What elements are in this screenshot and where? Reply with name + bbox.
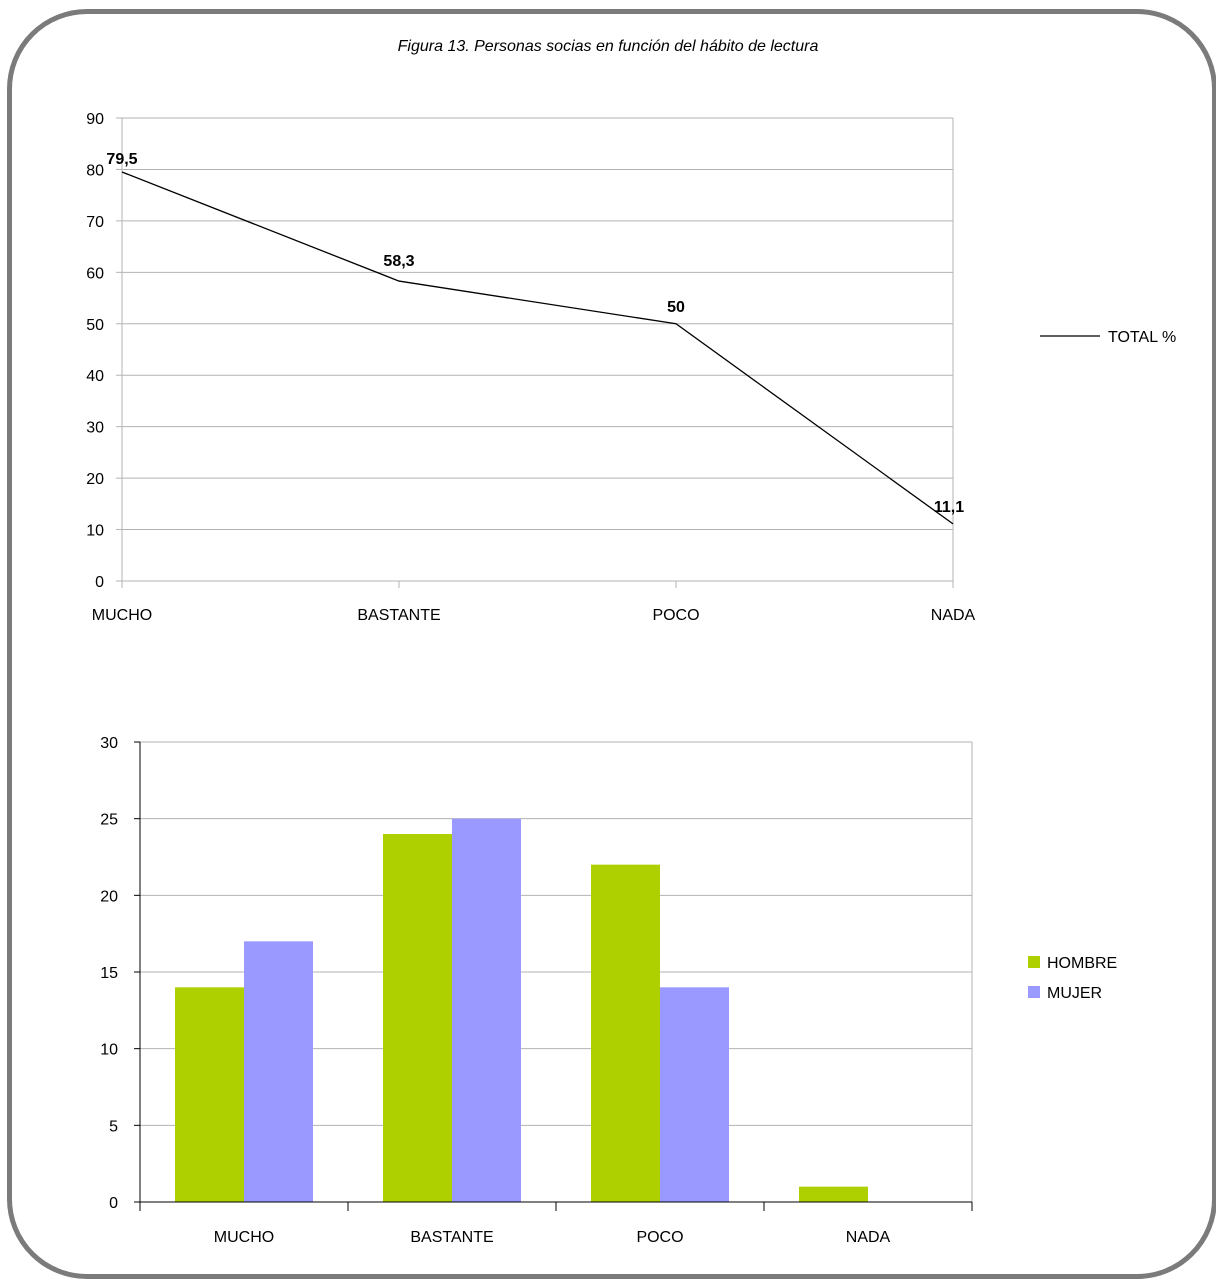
line-chart: 0 10 20 30 40 50 60 70 80 90 MUCHO BASTANTE POCO NADA…	[86, 111, 1176, 624]
data-label: 11,1	[934, 499, 964, 516]
y-tick-label: 60	[86, 265, 104, 282]
y-tick-label: 10	[86, 523, 104, 540]
y-tick-label: 20	[86, 471, 104, 488]
x-tick-label: BASTANTE	[357, 607, 440, 624]
y-tick-label: 0	[95, 574, 104, 591]
data-label: 79,5	[106, 151, 137, 168]
x-tick-label: MUCHO	[92, 607, 152, 624]
y-tick-label: 80	[86, 162, 104, 179]
y-tick-label: 70	[86, 214, 104, 231]
series-line-total	[121, 171, 954, 525]
y-tick-label: 50	[86, 317, 104, 334]
y-tick-label: 30	[86, 420, 104, 437]
data-label: 50	[667, 299, 685, 316]
data-label: 58,3	[383, 253, 414, 270]
y-tick-label: 90	[86, 111, 104, 128]
y-tick-label: 40	[86, 368, 104, 385]
x-tick-label: NADA	[931, 607, 976, 624]
legend-label-total: TOTAL %	[1108, 329, 1176, 346]
figure-title: Figura 13. Personas socias en función de…	[397, 38, 819, 55]
x-tick-label: POCO	[652, 607, 699, 624]
